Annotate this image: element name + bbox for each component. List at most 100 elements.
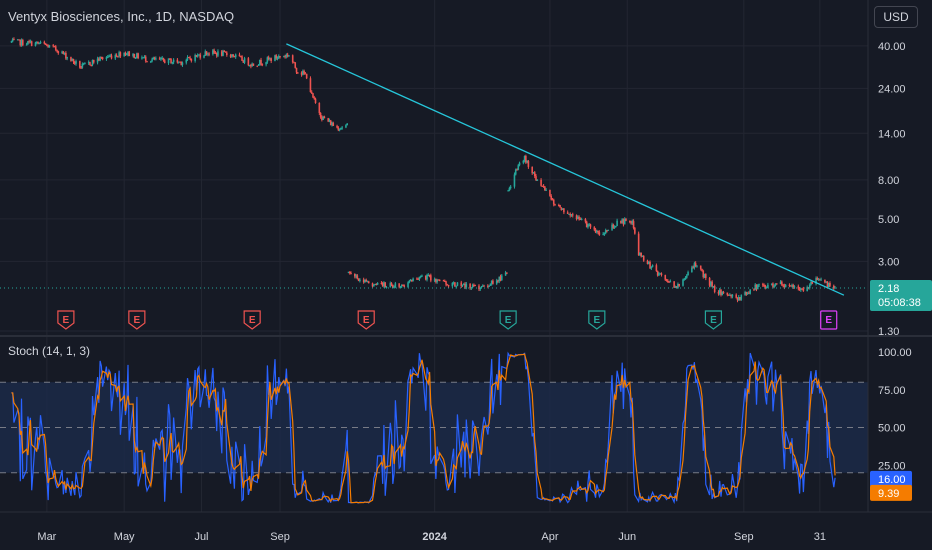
candle-body	[16, 39, 19, 41]
candle-body	[48, 45, 51, 48]
candle	[577, 215, 579, 220]
candle-body	[781, 281, 783, 285]
candle-body	[442, 280, 445, 282]
candle	[541, 185, 544, 187]
indicator-title[interactable]: Stoch (14, 1, 3)	[8, 344, 91, 358]
candle-body	[834, 287, 836, 289]
candle	[204, 49, 207, 56]
candle-body	[251, 63, 253, 67]
candle-body	[61, 51, 63, 54]
candle	[319, 112, 322, 119]
candle	[27, 40, 29, 45]
candle-body	[637, 233, 640, 256]
candle	[820, 277, 822, 281]
candle	[604, 228, 607, 235]
candle	[408, 279, 411, 284]
candle	[341, 125, 343, 130]
candle-body	[456, 282, 459, 286]
candle-body	[180, 61, 183, 65]
candle-body	[229, 55, 232, 57]
candle-body	[712, 286, 715, 288]
candle-body	[604, 230, 607, 234]
candle-body	[99, 56, 101, 61]
stoch-d-line	[11, 353, 836, 504]
candle-body	[685, 275, 688, 278]
stoch-axis: 100.00 75.00 50.00 25.00	[878, 347, 912, 472]
candle-body	[162, 57, 165, 61]
candle-body	[312, 93, 314, 98]
candle-body	[108, 55, 110, 58]
candle	[380, 280, 383, 285]
candle-body	[471, 284, 474, 288]
earnings-badge	[243, 310, 261, 330]
candle	[664, 274, 667, 281]
candle-body	[98, 58, 100, 61]
candle	[834, 285, 836, 289]
candle	[229, 53, 232, 59]
candle	[526, 160, 528, 164]
candle	[418, 276, 421, 281]
candle-body	[261, 64, 264, 66]
candle-body	[699, 265, 702, 269]
candle	[765, 286, 768, 289]
candlestick-series	[10, 37, 836, 303]
earnings-marker[interactable]: E	[704, 310, 723, 330]
earnings-marker[interactable]: E	[499, 310, 517, 330]
earnings-marker[interactable]: E	[588, 310, 606, 330]
candle	[611, 222, 613, 231]
earnings-marker[interactable]: E	[128, 310, 146, 330]
candle-body	[607, 229, 610, 231]
earnings-marker[interactable]: E	[57, 310, 75, 330]
candle	[92, 59, 95, 64]
candle	[756, 284, 759, 290]
candle	[593, 226, 596, 231]
candle	[550, 194, 553, 201]
candle-body	[438, 280, 441, 282]
candle	[516, 168, 518, 171]
candle-body	[11, 39, 14, 42]
candle	[149, 60, 152, 64]
candle	[499, 274, 502, 282]
candle-body	[35, 41, 38, 43]
candle	[376, 282, 379, 286]
candle	[180, 61, 183, 66]
candle-body	[513, 174, 516, 187]
candle-body	[584, 219, 587, 222]
candle	[525, 154, 527, 164]
earnings-marker[interactable]: E	[243, 310, 261, 330]
candle-body	[277, 56, 280, 58]
earnings-marker[interactable]: E	[820, 310, 838, 330]
candle-body	[815, 278, 817, 284]
candle	[394, 281, 397, 289]
earnings-marker[interactable]: E	[357, 310, 375, 330]
candle	[179, 61, 181, 63]
candle-body	[816, 278, 819, 280]
candle	[13, 37, 15, 41]
candle-body	[158, 58, 161, 60]
candle	[770, 283, 773, 286]
candle	[623, 217, 626, 225]
candle-body	[554, 204, 556, 206]
candle	[443, 279, 446, 282]
candle-body	[142, 57, 144, 59]
candle	[275, 54, 278, 60]
candle	[588, 223, 591, 227]
currency-button[interactable]: USD	[874, 6, 918, 28]
candle-body	[374, 283, 376, 285]
candle-body	[260, 59, 262, 65]
candle-body	[383, 282, 385, 287]
candle	[665, 278, 668, 282]
candle-body	[455, 285, 457, 287]
candle	[727, 294, 730, 296]
candle	[640, 252, 642, 258]
earnings-badge	[499, 310, 517, 330]
candle	[393, 285, 395, 289]
candle-body	[256, 65, 259, 67]
candle	[318, 102, 321, 116]
trendline[interactable]	[286, 43, 845, 296]
candle	[43, 40, 46, 45]
candle-body	[92, 59, 95, 63]
candle	[438, 279, 441, 282]
candle-body	[469, 283, 471, 289]
